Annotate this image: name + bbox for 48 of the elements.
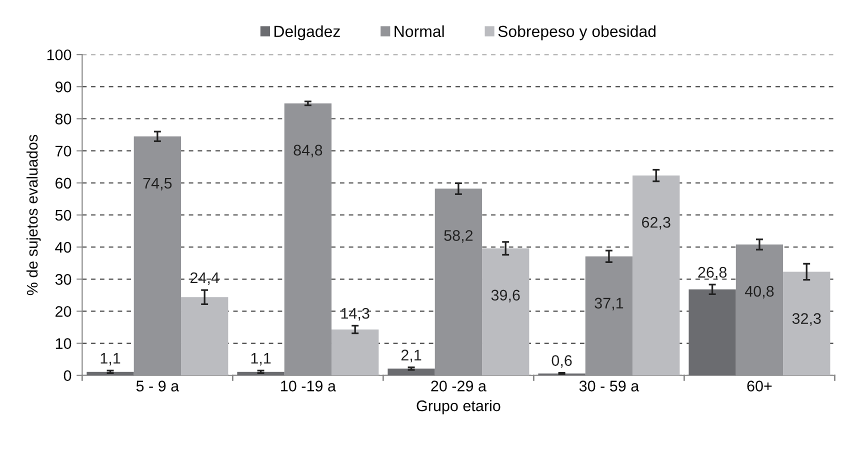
y-tick-label: 100 — [47, 49, 72, 60]
y-tick-label: 90 — [55, 82, 72, 92]
y-axis-title: % de sujetos evaluados — [26, 134, 41, 296]
x-tick-label: 60+ — [747, 380, 772, 392]
x-tick-label: 10 -19 a — [281, 380, 336, 392]
data-label: 39,6 — [491, 290, 520, 302]
data-label: 58,2 — [444, 230, 473, 243]
bar — [284, 103, 332, 376]
data-label: 62,3 — [642, 216, 670, 230]
bar — [688, 289, 736, 376]
bar — [181, 297, 228, 376]
legend-label: Normal — [394, 25, 444, 38]
x-tick-label: 20 -29 a — [431, 380, 486, 392]
legend-label: Delgadez — [274, 25, 340, 40]
y-tick-label: 0 — [64, 370, 72, 382]
y-tick-label: 60 — [56, 178, 72, 189]
y-tick-label: 50 — [55, 210, 72, 221]
bar — [783, 272, 830, 376]
data-label: 2,1 — [401, 350, 422, 362]
bar — [585, 256, 633, 376]
y-tick-label: 10 — [56, 338, 72, 349]
y-tick-label: 20 — [56, 306, 72, 317]
legend-label: Sobrepeso y obesidad — [498, 25, 656, 40]
data-label: 37,1 — [594, 298, 624, 310]
bar — [388, 368, 435, 376]
x-tick-label: 5 - 9 a — [136, 380, 180, 392]
data-label: 0,6 — [552, 355, 572, 368]
data-label: 74,5 — [143, 178, 172, 190]
bar — [482, 248, 530, 376]
bar — [332, 330, 379, 376]
data-label: 24,4 — [190, 272, 220, 285]
x-tick-label: 30 - 59 a — [579, 380, 640, 392]
y-tick-label: 30 — [55, 274, 72, 285]
data-label: 84,8 — [294, 144, 322, 158]
bar — [434, 188, 482, 376]
data-label: 1,1 — [251, 353, 271, 366]
data-label: 40,8 — [744, 286, 774, 299]
data-label: 14,3 — [341, 308, 370, 321]
y-tick-label: 40 — [55, 242, 72, 253]
x-axis-title: Grupo etario — [416, 400, 500, 414]
data-label: 26,8 — [698, 266, 727, 280]
bar — [632, 176, 680, 376]
data-label: 32,3 — [792, 313, 821, 326]
bar — [134, 136, 182, 376]
bar — [736, 244, 784, 376]
y-tick-label: 80 — [55, 114, 72, 124]
data-label: 1,1 — [100, 353, 120, 366]
y-tick-label: 70 — [56, 146, 72, 157]
